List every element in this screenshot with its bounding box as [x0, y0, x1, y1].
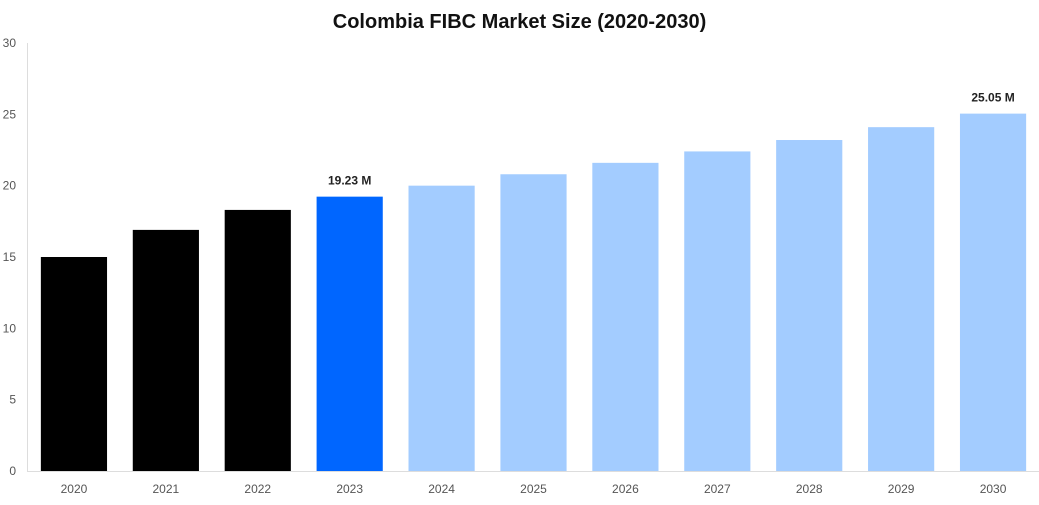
bar-2023	[316, 196, 383, 472]
x-tick-label-2020: 2020	[61, 482, 88, 496]
x-tick-label-2026: 2026	[612, 482, 639, 496]
y-tick-label: 20	[3, 179, 17, 193]
bar-2025	[500, 174, 567, 471]
x-tick-label-2023: 2023	[336, 482, 363, 496]
chart-title: Colombia FIBC Market Size (2020-2030)	[333, 11, 706, 33]
y-tick-label: 15	[3, 250, 17, 264]
x-tick-label-2022: 2022	[244, 482, 271, 496]
x-tick-label-2030: 2030	[980, 482, 1007, 496]
bar-2026	[592, 162, 659, 471]
x-axis-ticks: 2020 2021 2022 2023 2024 2025 2026 2027 2028 2029…	[61, 482, 1007, 496]
x-tick-label-2024: 2024	[428, 482, 455, 496]
data-label-2030: 25.05 M	[971, 91, 1014, 105]
y-axis-ticks: 0 5 10 15 20 25 30	[3, 36, 17, 478]
x-tick-label-2021: 2021	[153, 482, 180, 496]
bar-2029	[868, 127, 935, 471]
y-tick-label: 25	[3, 107, 17, 121]
y-tick-label: 30	[3, 36, 17, 50]
bar-2022	[224, 209, 291, 472]
x-tick-label-2027: 2027	[704, 482, 731, 496]
x-tick-label-2029: 2029	[888, 482, 915, 496]
data-label-2023: 19.23 M	[328, 174, 371, 188]
y-tick-label: 0	[9, 464, 16, 478]
data-labels-group: 19.23 M 25.05 M	[328, 91, 1015, 188]
x-tick-label-2025: 2025	[520, 482, 547, 496]
bar-2030	[959, 113, 1027, 472]
bar-2027	[684, 151, 751, 471]
y-tick-label: 5	[9, 393, 16, 407]
bar-2021	[132, 229, 199, 471]
y-tick-label: 10	[3, 321, 17, 335]
bar-2024	[408, 185, 475, 471]
x-tick-label-2028: 2028	[796, 482, 823, 496]
bar-2020	[40, 257, 108, 471]
bars-group	[40, 113, 1027, 472]
bar-2028	[776, 140, 843, 471]
